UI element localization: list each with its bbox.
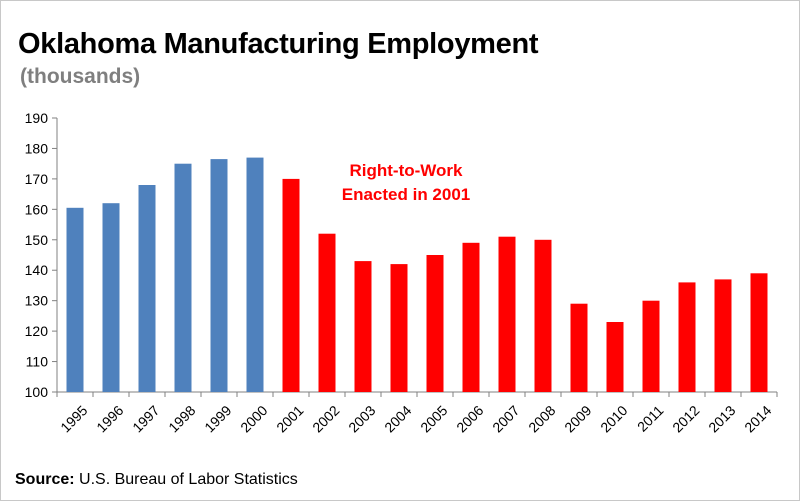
x-tick-label: 1996: [93, 402, 126, 435]
chart-subtitle: (thousands): [20, 65, 141, 88]
x-tick-label: 2000: [237, 402, 270, 435]
source-label: Source:: [15, 471, 75, 488]
x-tick-label: 2009: [561, 402, 594, 435]
y-tick-label: 120: [25, 323, 49, 339]
x-tick-label: 2010: [597, 402, 630, 435]
bar-2001: [282, 178, 300, 392]
x-tick-label: 2008: [525, 402, 558, 435]
y-tick-label: 140: [25, 262, 49, 278]
chart-title: Oklahoma Manufacturing Employment: [18, 28, 539, 60]
bar-2014: [750, 273, 768, 392]
y-tick-label: 170: [25, 171, 49, 187]
x-tick-label: 2011: [634, 402, 667, 435]
y-tick-label: 160: [25, 201, 49, 217]
source-note: Source: U.S. Bureau of Labor Statistics: [15, 471, 298, 489]
x-tick-label: 2006: [453, 402, 486, 435]
x-tick-label: 1998: [165, 402, 198, 435]
annotation-line-2: Enacted in 2001: [341, 185, 471, 204]
x-tick-label: 2014: [741, 402, 774, 435]
bar-2010: [606, 322, 624, 392]
bar-1995: [66, 207, 84, 392]
right-to-work-annotation: Right-to-Work Enacted in 2001: [334, 159, 478, 207]
bar-1996: [102, 203, 120, 392]
bar-2005: [426, 255, 444, 392]
x-tick-label: 2005: [417, 402, 450, 435]
x-tick-label: 2013: [705, 402, 738, 435]
x-tick-label: 1999: [201, 402, 234, 435]
annotation-line-1: Right-to-Work: [349, 161, 463, 180]
source-text: U.S. Bureau of Labor Statistics: [74, 471, 298, 488]
y-tick-label: 150: [25, 232, 49, 248]
x-tick-label: 2007: [489, 402, 522, 435]
bar-1999: [210, 159, 228, 392]
x-tick-label: 2012: [669, 402, 702, 435]
bar-1998: [174, 163, 192, 392]
bar-2000: [246, 157, 264, 392]
x-tick-label: 2004: [381, 402, 414, 435]
bar-2009: [570, 303, 588, 392]
bar-1997: [138, 185, 156, 392]
x-tick-label: 2002: [309, 402, 342, 435]
y-tick-label: 100: [25, 384, 49, 400]
x-tick-label: 2003: [345, 402, 378, 435]
bar-2004: [390, 264, 408, 392]
bar-2013: [714, 279, 732, 392]
bar-2007: [498, 236, 516, 392]
bar-2003: [354, 261, 372, 392]
bar-2002: [318, 233, 336, 392]
bar-2008: [534, 239, 552, 392]
bar-2006: [462, 242, 480, 392]
x-tick-label: 1995: [57, 402, 90, 435]
y-tick-label: 190: [25, 110, 49, 126]
y-tick-label: 110: [26, 354, 49, 370]
y-tick-label: 130: [25, 293, 49, 309]
y-tick-label: 180: [25, 140, 49, 156]
bar-2012: [678, 282, 696, 392]
bar-2011: [642, 300, 660, 392]
x-tick-label: 2001: [273, 402, 306, 435]
x-tick-label: 1997: [129, 402, 162, 435]
